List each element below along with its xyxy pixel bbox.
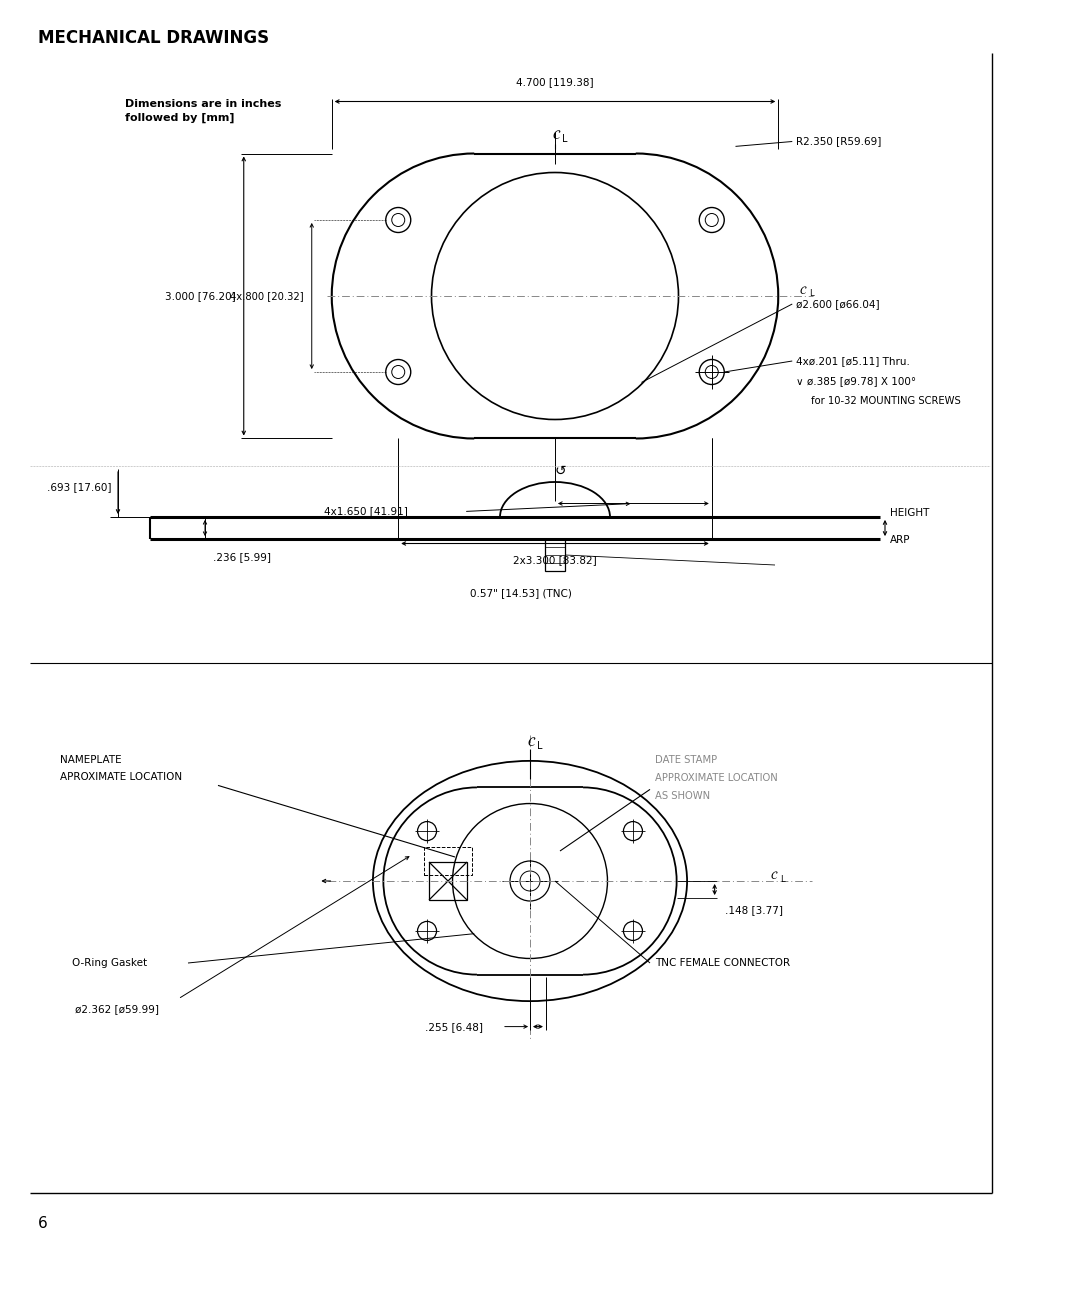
Text: L: L [563,135,568,144]
Text: O-Ring Gasket: O-Ring Gasket [72,958,147,968]
Text: 4.700 [119.38]: 4.700 [119.38] [516,77,594,88]
Text: R2.350 [R59.69]: R2.350 [R59.69] [796,136,881,147]
Text: ↺: ↺ [554,464,566,479]
Text: L: L [538,742,543,751]
Text: APPROXIMATE LOCATION: APPROXIMATE LOCATION [654,773,778,784]
Text: ∨ ø.385 [ø9.78] X 100°: ∨ ø.385 [ø9.78] X 100° [796,376,916,385]
Text: .148 [3.77]: .148 [3.77] [725,905,783,915]
Text: TNC FEMALE CONNECTOR: TNC FEMALE CONNECTOR [654,958,791,968]
Text: DATE STAMP: DATE STAMP [654,755,717,766]
Text: $\mathcal{C}$: $\mathcal{C}$ [552,128,562,142]
Bar [424,847,472,874]
Text: ARP: ARP [890,535,910,545]
Text: MECHANICAL DRAWINGS: MECHANICAL DRAWINGS [38,29,269,47]
Text: Dimensions are in inches
followed by [mm]: Dimensions are in inches followed by [mm… [125,100,282,123]
Text: 6: 6 [38,1215,48,1231]
Text: L: L [780,874,785,884]
Text: .236 [5.99]: .236 [5.99] [213,552,271,562]
Text: 2x3.300 [83.82]: 2x3.300 [83.82] [513,556,597,565]
Text: .693 [17.60]: .693 [17.60] [48,482,112,492]
Text: .255 [6.48]: .255 [6.48] [426,1021,483,1032]
Text: AS SHOWN: AS SHOWN [654,792,711,801]
Bar [545,539,565,572]
Text: for 10-32 MOUNTING SCREWS: for 10-32 MOUNTING SCREWS [811,396,961,406]
Text: L: L [809,290,813,299]
Text: $\mathcal{C}$: $\mathcal{C}$ [527,735,537,749]
Bar [429,863,467,899]
Text: 3.000 [76.20]: 3.000 [76.20] [165,291,235,302]
Text: ø2.362 [ø59.99]: ø2.362 [ø59.99] [75,1004,159,1013]
Text: $\mathcal{C}$: $\mathcal{C}$ [770,869,779,881]
Text: 0.57" [14.53] (TNC): 0.57" [14.53] (TNC) [470,589,572,598]
Text: 4x1.650 [41.91]: 4x1.650 [41.91] [324,506,407,517]
Text: 4x.800 [20.32]: 4x.800 [20.32] [230,291,303,302]
Text: 4xø.201 [ø5.11] Thru.: 4xø.201 [ø5.11] Thru. [796,357,910,366]
Text: $\mathcal{C}$: $\mathcal{C}$ [799,284,808,296]
Text: ø2.600 [ø66.04]: ø2.600 [ø66.04] [796,299,880,309]
Text: HEIGHT: HEIGHT [890,507,930,518]
Text: NAMEPLATE: NAMEPLATE [60,755,122,766]
Text: APROXIMATE LOCATION: APROXIMATE LOCATION [60,772,183,783]
